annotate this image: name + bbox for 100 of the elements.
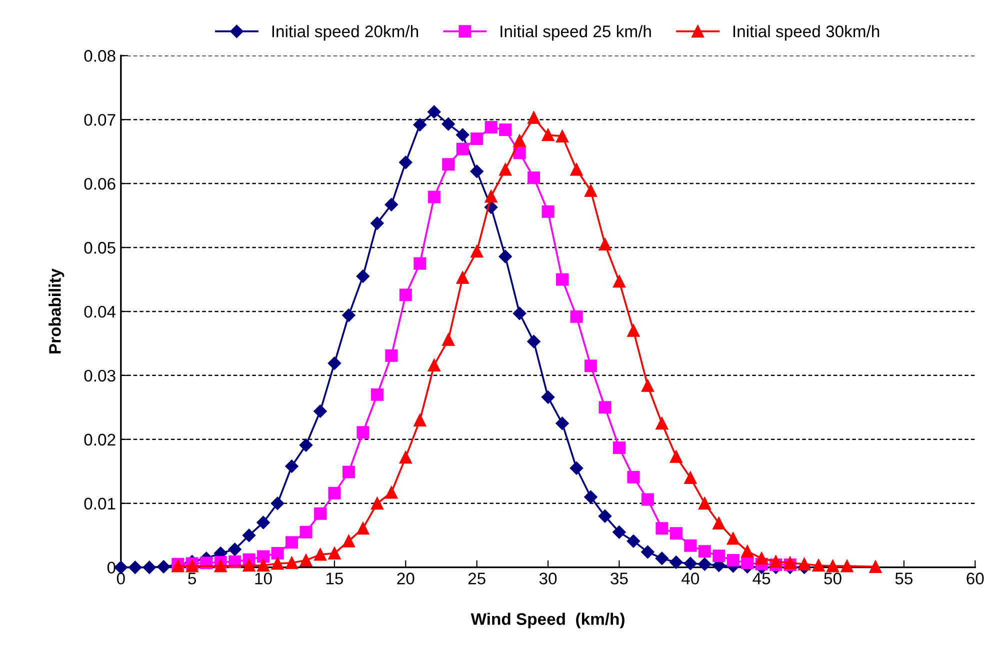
point <box>712 516 726 530</box>
point <box>570 310 583 323</box>
point <box>370 216 384 230</box>
point <box>414 414 426 426</box>
point <box>556 130 569 142</box>
point <box>470 132 484 146</box>
point <box>442 117 455 131</box>
point <box>242 559 256 572</box>
point <box>655 552 669 565</box>
point <box>541 390 555 404</box>
point <box>627 324 640 337</box>
y-tick-label: 0.06 <box>84 178 116 190</box>
point <box>399 451 412 464</box>
point <box>228 542 242 556</box>
point <box>214 560 227 572</box>
point <box>726 554 740 567</box>
point <box>584 184 597 197</box>
point <box>428 105 441 118</box>
x-tick-label: 45 <box>752 572 770 584</box>
x-tick-label: 0 <box>116 572 125 584</box>
point <box>840 560 854 572</box>
point <box>641 493 654 506</box>
point <box>257 550 270 563</box>
point <box>542 205 554 218</box>
x-tick-label: 25 <box>468 572 486 584</box>
x-tick-label: 35 <box>610 572 628 584</box>
legend-label: Initial speed 30km/h <box>733 25 880 41</box>
point <box>385 349 398 362</box>
point <box>286 536 298 549</box>
point <box>869 560 882 573</box>
point <box>498 250 512 264</box>
point <box>414 257 426 270</box>
point <box>356 426 370 439</box>
x-tick-label: 15 <box>326 572 344 584</box>
point <box>584 490 598 504</box>
point <box>656 522 668 535</box>
point <box>484 190 498 203</box>
x-tick-label: 20 <box>397 572 414 584</box>
point <box>385 486 398 499</box>
y-tick-label: 0.03 <box>84 370 116 382</box>
point <box>556 416 569 430</box>
y-tick-label: 0.07 <box>84 114 116 126</box>
point <box>328 547 341 560</box>
x-tick-label: 50 <box>824 572 842 584</box>
point <box>299 438 313 452</box>
x-tick-label: 40 <box>682 572 700 584</box>
point <box>528 111 540 124</box>
point <box>456 142 469 156</box>
x-tick-label: 60 <box>966 572 984 584</box>
point <box>826 560 840 572</box>
point <box>442 333 455 346</box>
point <box>712 550 726 562</box>
point <box>612 526 626 539</box>
x-tick-label: 55 <box>895 572 913 584</box>
point <box>556 273 569 286</box>
point <box>399 156 412 170</box>
point <box>612 275 626 288</box>
point <box>598 401 612 414</box>
point <box>328 486 341 500</box>
point <box>698 545 711 558</box>
point <box>456 271 469 284</box>
point <box>370 388 384 401</box>
y-tick-label: 0.01 <box>84 498 116 510</box>
point <box>812 559 825 572</box>
y-tick-label: 0 <box>107 562 116 574</box>
x-tick-label: 10 <box>255 572 272 584</box>
point <box>256 516 270 530</box>
point <box>684 539 697 552</box>
point <box>584 360 597 372</box>
point <box>598 238 612 251</box>
point <box>242 528 256 542</box>
legend-label: Initial speed 20km/h <box>272 25 418 41</box>
point <box>641 379 654 392</box>
point <box>300 554 312 567</box>
point <box>684 556 697 570</box>
point <box>770 555 782 568</box>
point <box>627 470 640 484</box>
point <box>470 245 484 258</box>
point <box>413 118 426 132</box>
point <box>726 532 740 545</box>
point <box>626 534 640 548</box>
y-tick-label: 0.08 <box>84 50 116 62</box>
point <box>328 356 342 370</box>
point <box>300 526 312 538</box>
y-tick-label: 0.02 <box>84 434 116 446</box>
point <box>513 134 526 147</box>
point <box>528 172 540 184</box>
point <box>142 560 156 574</box>
point <box>314 507 326 520</box>
y-tick-label: 0.05 <box>84 242 116 254</box>
point <box>356 522 370 535</box>
point <box>741 545 754 558</box>
point <box>428 190 440 204</box>
point <box>384 198 398 212</box>
point <box>314 404 327 418</box>
point <box>356 270 370 283</box>
point <box>542 128 554 142</box>
point <box>798 558 811 570</box>
point <box>670 450 682 463</box>
point <box>670 556 683 569</box>
